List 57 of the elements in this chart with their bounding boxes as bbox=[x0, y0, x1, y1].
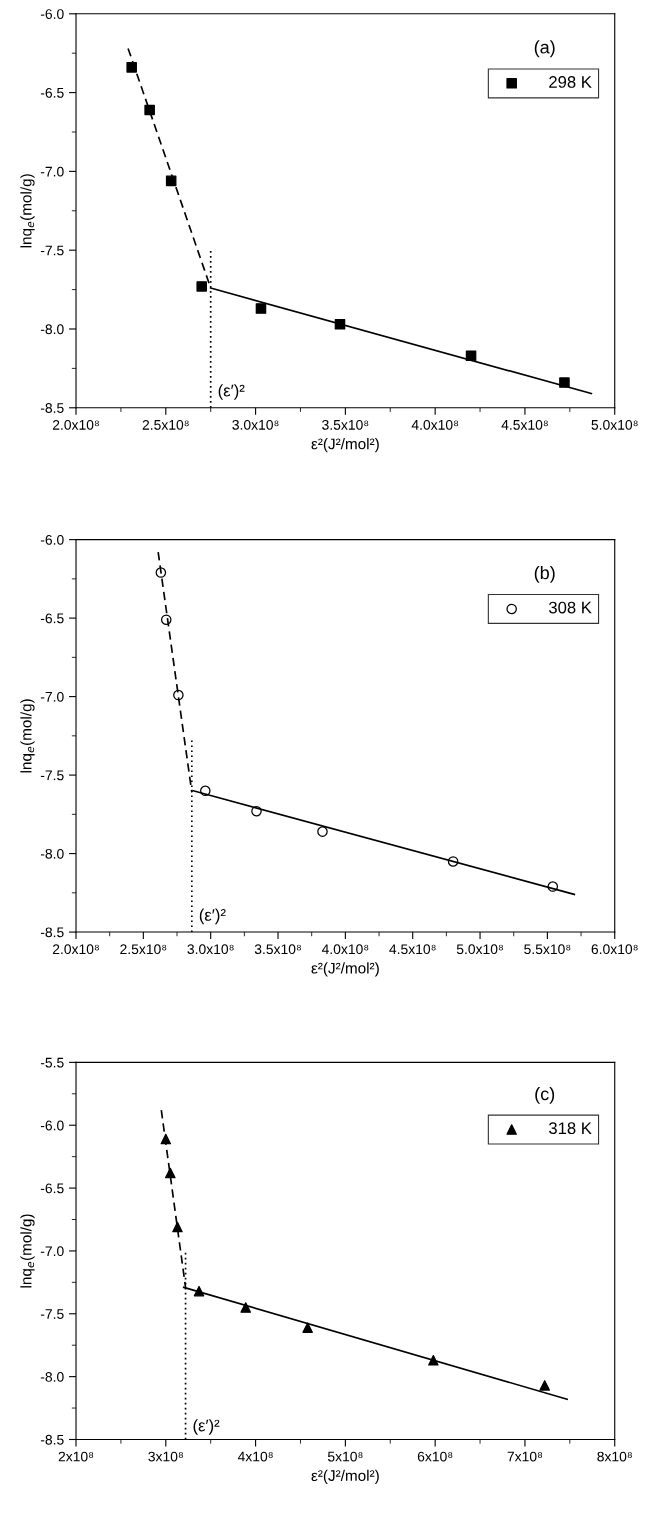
x-tick-label: 2.5x10⁸ bbox=[142, 419, 189, 430]
y-tick-label: -6.5 bbox=[40, 1183, 64, 1194]
x-tick-label: 4.0x10⁸ bbox=[411, 419, 459, 430]
y-tick-label: -6.0 bbox=[40, 9, 64, 19]
annotation: (c) bbox=[535, 1087, 555, 1104]
x-tick-label: 2.5x10⁸ bbox=[120, 944, 167, 955]
x-tick-label: 4.5x10⁸ bbox=[501, 419, 548, 430]
y-tick-label: -7.5 bbox=[40, 245, 64, 256]
y-axis-title: lnq$_{e}$(mol/g) bbox=[20, 174, 35, 248]
y-axis-title: lnq$_{e}$(mol/g) bbox=[20, 699, 35, 773]
legend-label: 298 K bbox=[549, 76, 592, 88]
y-tick-label: -6.5 bbox=[40, 87, 64, 98]
x-tick-label: 5.0x10⁸ bbox=[591, 419, 638, 430]
x-tick-label: 2.0x10⁸ bbox=[52, 419, 99, 430]
y-tick-label: -8.0 bbox=[40, 324, 64, 335]
x-tick-label: 4.5x10⁸ bbox=[389, 944, 436, 955]
x-tick-label: 3x10⁸ bbox=[148, 1451, 183, 1462]
x-tick-label: 2x10⁸ bbox=[58, 1451, 94, 1462]
x-tick-label: 6x10⁸ bbox=[417, 1451, 453, 1462]
x-tick-label: 3.5x10⁸ bbox=[254, 944, 301, 955]
legend-label: 308 K bbox=[548, 601, 592, 614]
x-tick-label: 7x10⁸ bbox=[507, 1451, 543, 1462]
y-tick-label: -7.0 bbox=[40, 166, 64, 177]
x-axis-title: ε²(J²/mol²) bbox=[311, 962, 379, 977]
x-axis-title: ε²(J²/mol²) bbox=[311, 1469, 379, 1485]
y-tick-label: -6.5 bbox=[40, 613, 64, 624]
annotation: (a) bbox=[534, 40, 555, 58]
x-tick-label: 2.0x10⁸ bbox=[52, 944, 99, 955]
x-tick-label: 4.0x10⁸ bbox=[321, 944, 369, 955]
y-tick-label: -8.0 bbox=[40, 1371, 64, 1382]
x-tick-label: 5.0x10⁸ bbox=[456, 944, 504, 955]
x-tick-label: 5.5x10⁸ bbox=[524, 944, 571, 955]
y-tick-label: -6.0 bbox=[40, 534, 64, 545]
y-tick-label: -8.5 bbox=[40, 927, 64, 938]
y-tick-label: -7.0 bbox=[40, 1246, 64, 1257]
x-axis-title: ε²(J²/mol²) bbox=[311, 438, 379, 453]
annotation: (b) bbox=[534, 565, 555, 583]
annotation: (ε′)² bbox=[218, 384, 245, 400]
x-tick-label: 3.0x10⁸ bbox=[232, 419, 279, 430]
legend-label: 318 K bbox=[548, 1122, 592, 1135]
annotation: (ε′)² bbox=[199, 908, 226, 925]
annotation: (ε′)² bbox=[193, 1419, 220, 1435]
y-tick-label: -8.5 bbox=[40, 403, 64, 413]
x-tick-label: 5x10⁸ bbox=[327, 1451, 363, 1462]
y-tick-label: -7.5 bbox=[40, 770, 64, 781]
y-tick-label: -7.0 bbox=[40, 691, 64, 702]
x-tick-label: 8x10⁸ bbox=[597, 1451, 632, 1462]
x-tick-label: 6.0x10⁸ bbox=[591, 944, 638, 955]
y-tick-label: -5.5 bbox=[40, 1057, 64, 1068]
x-tick-label: 4x10⁸ bbox=[237, 1451, 273, 1462]
y-tick-label: -6.0 bbox=[40, 1120, 64, 1131]
y-tick-label: -7.5 bbox=[40, 1309, 64, 1319]
x-tick-label: 3.5x10⁸ bbox=[322, 419, 369, 430]
y-tick-label: -8.0 bbox=[40, 848, 64, 859]
x-tick-label: 3.0x10⁸ bbox=[187, 944, 234, 955]
y-axis-title: lnq$_{e}$(mol/g) bbox=[20, 1214, 35, 1288]
y-tick-label: -8.5 bbox=[40, 1434, 64, 1445]
